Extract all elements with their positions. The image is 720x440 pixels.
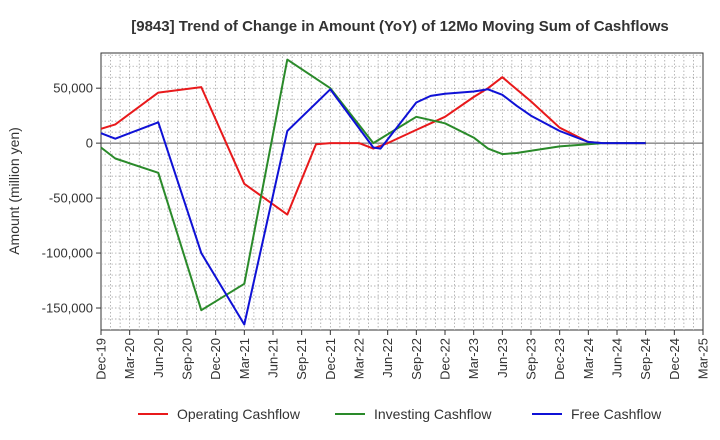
x-tick-label: Dec-22 bbox=[438, 338, 453, 380]
x-tick-label: Mar-23 bbox=[466, 338, 481, 379]
series-line-free-cashflow bbox=[100, 88, 646, 326]
x-tick-label: Jun-22 bbox=[380, 338, 395, 378]
x-tick-label: Dec-23 bbox=[552, 338, 567, 380]
x-tick-label: Dec-21 bbox=[323, 338, 338, 380]
y-axis-ticks: 50,000 0 -50,000 -100,000 -150,000 bbox=[42, 81, 101, 316]
x-tick-label: Mar-21 bbox=[237, 338, 252, 379]
x-tick-label: Sep-22 bbox=[409, 338, 424, 380]
x-tick-label: Jun-24 bbox=[610, 338, 625, 378]
x-axis-ticks: Dec-19 Mar-20 Jun-20 Sep-20 Dec-20 Mar-21 Jun-… bbox=[94, 330, 711, 380]
legend-label: Investing Cashflow bbox=[374, 406, 492, 422]
x-tick-label: Dec-24 bbox=[667, 338, 682, 380]
x-tick-label: Jun-21 bbox=[266, 338, 281, 378]
x-tick-label: Jun-23 bbox=[495, 338, 510, 378]
y-axis-label: Amount (million yen) bbox=[6, 127, 22, 255]
x-tick-label: Sep-24 bbox=[638, 338, 653, 380]
x-tick-label: Mar-22 bbox=[352, 338, 367, 379]
x-tick-label: Sep-21 bbox=[294, 338, 309, 380]
x-tick-label: Mar-24 bbox=[581, 338, 596, 379]
series-line-investing-cashflow bbox=[100, 58, 646, 312]
series-lines bbox=[100, 58, 646, 326]
x-tick-label: Sep-23 bbox=[524, 338, 539, 380]
y-tick-label: -100,000 bbox=[42, 246, 93, 261]
y-tick-label: -150,000 bbox=[42, 301, 93, 316]
x-tick-label: Jun-20 bbox=[151, 338, 166, 378]
x-tick-label: Dec-20 bbox=[208, 338, 223, 380]
y-tick-label: -50,000 bbox=[49, 191, 93, 206]
x-tick-label: Mar-25 bbox=[696, 338, 711, 379]
legend-label: Free Cashflow bbox=[571, 406, 662, 422]
x-tick-label: Mar-20 bbox=[122, 338, 137, 379]
chart-title: [9843] Trend of Change in Amount (YoY) o… bbox=[131, 18, 669, 35]
x-tick-label: Sep-20 bbox=[180, 338, 195, 380]
y-tick-label: 0 bbox=[86, 136, 93, 151]
legend-label: Operating Cashflow bbox=[177, 406, 301, 422]
x-tick-label: Dec-19 bbox=[94, 338, 109, 380]
plot-area bbox=[100, 52, 704, 331]
y-tick-label: 50,000 bbox=[53, 81, 93, 96]
series-line-operating-cashflow bbox=[100, 76, 646, 216]
legend: Operating Cashflow Investing Cashflow Free… bbox=[138, 406, 662, 422]
